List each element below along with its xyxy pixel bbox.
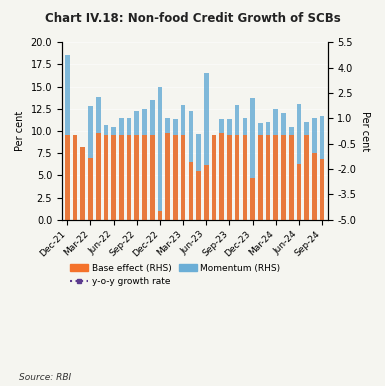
Bar bbox=[296, 164, 301, 220]
Bar bbox=[281, 135, 286, 220]
Bar bbox=[65, 56, 70, 220]
Bar bbox=[266, 135, 270, 220]
Bar bbox=[142, 135, 147, 220]
Bar bbox=[104, 125, 108, 220]
Bar bbox=[142, 109, 147, 220]
Bar bbox=[119, 135, 124, 220]
Bar bbox=[73, 135, 77, 220]
Bar bbox=[250, 98, 255, 220]
Bar bbox=[111, 135, 116, 220]
Bar bbox=[80, 147, 85, 220]
Bar bbox=[212, 135, 216, 220]
Bar bbox=[204, 73, 209, 220]
Bar bbox=[150, 135, 154, 220]
Bar bbox=[204, 165, 209, 220]
Bar bbox=[273, 109, 278, 220]
Bar bbox=[281, 113, 286, 220]
Bar bbox=[173, 119, 178, 220]
Bar bbox=[88, 157, 93, 220]
Bar bbox=[196, 171, 201, 220]
Bar bbox=[243, 135, 247, 220]
Bar bbox=[219, 133, 224, 220]
Bar bbox=[305, 122, 309, 220]
Bar bbox=[134, 110, 139, 220]
Bar bbox=[235, 105, 239, 220]
Bar bbox=[196, 134, 201, 220]
Bar bbox=[258, 123, 263, 220]
Bar bbox=[157, 211, 162, 220]
Bar bbox=[320, 159, 325, 220]
Bar bbox=[111, 127, 116, 220]
Bar bbox=[96, 97, 100, 220]
Bar bbox=[235, 135, 239, 220]
Bar bbox=[134, 135, 139, 220]
Bar bbox=[189, 112, 193, 220]
Bar bbox=[227, 135, 232, 220]
Bar bbox=[227, 119, 232, 220]
Legend: Base effect (RHS), y-o-y growth rate, Momentum (RHS): Base effect (RHS), y-o-y growth rate, Mo… bbox=[67, 260, 284, 290]
Bar bbox=[119, 118, 124, 220]
Bar bbox=[305, 135, 309, 220]
Text: Source: RBI: Source: RBI bbox=[19, 373, 71, 382]
Bar bbox=[181, 105, 186, 220]
Y-axis label: Per cent: Per cent bbox=[15, 111, 25, 151]
Bar bbox=[320, 116, 325, 220]
Bar bbox=[266, 122, 270, 220]
Bar bbox=[189, 162, 193, 220]
Bar bbox=[312, 118, 317, 220]
Bar bbox=[73, 135, 77, 220]
Bar bbox=[250, 178, 255, 220]
Bar bbox=[104, 135, 108, 220]
Bar bbox=[127, 118, 131, 220]
Bar bbox=[96, 133, 100, 220]
Bar bbox=[166, 133, 170, 220]
Bar bbox=[289, 135, 293, 220]
Bar bbox=[150, 100, 154, 220]
Bar bbox=[181, 135, 186, 220]
Bar bbox=[65, 135, 70, 220]
Bar bbox=[273, 135, 278, 220]
Text: Chart IV.18: Non-food Credit Growth of SCBs: Chart IV.18: Non-food Credit Growth of S… bbox=[45, 12, 340, 25]
Bar bbox=[212, 135, 216, 220]
Bar bbox=[157, 86, 162, 220]
Y-axis label: Per cent: Per cent bbox=[360, 111, 370, 151]
Bar bbox=[312, 153, 317, 220]
Bar bbox=[166, 118, 170, 220]
Bar bbox=[296, 104, 301, 220]
Bar bbox=[258, 135, 263, 220]
Bar bbox=[88, 106, 93, 220]
Bar bbox=[80, 147, 85, 220]
Bar bbox=[289, 127, 293, 220]
Bar bbox=[173, 135, 178, 220]
Bar bbox=[127, 135, 131, 220]
Bar bbox=[219, 119, 224, 220]
Bar bbox=[243, 118, 247, 220]
